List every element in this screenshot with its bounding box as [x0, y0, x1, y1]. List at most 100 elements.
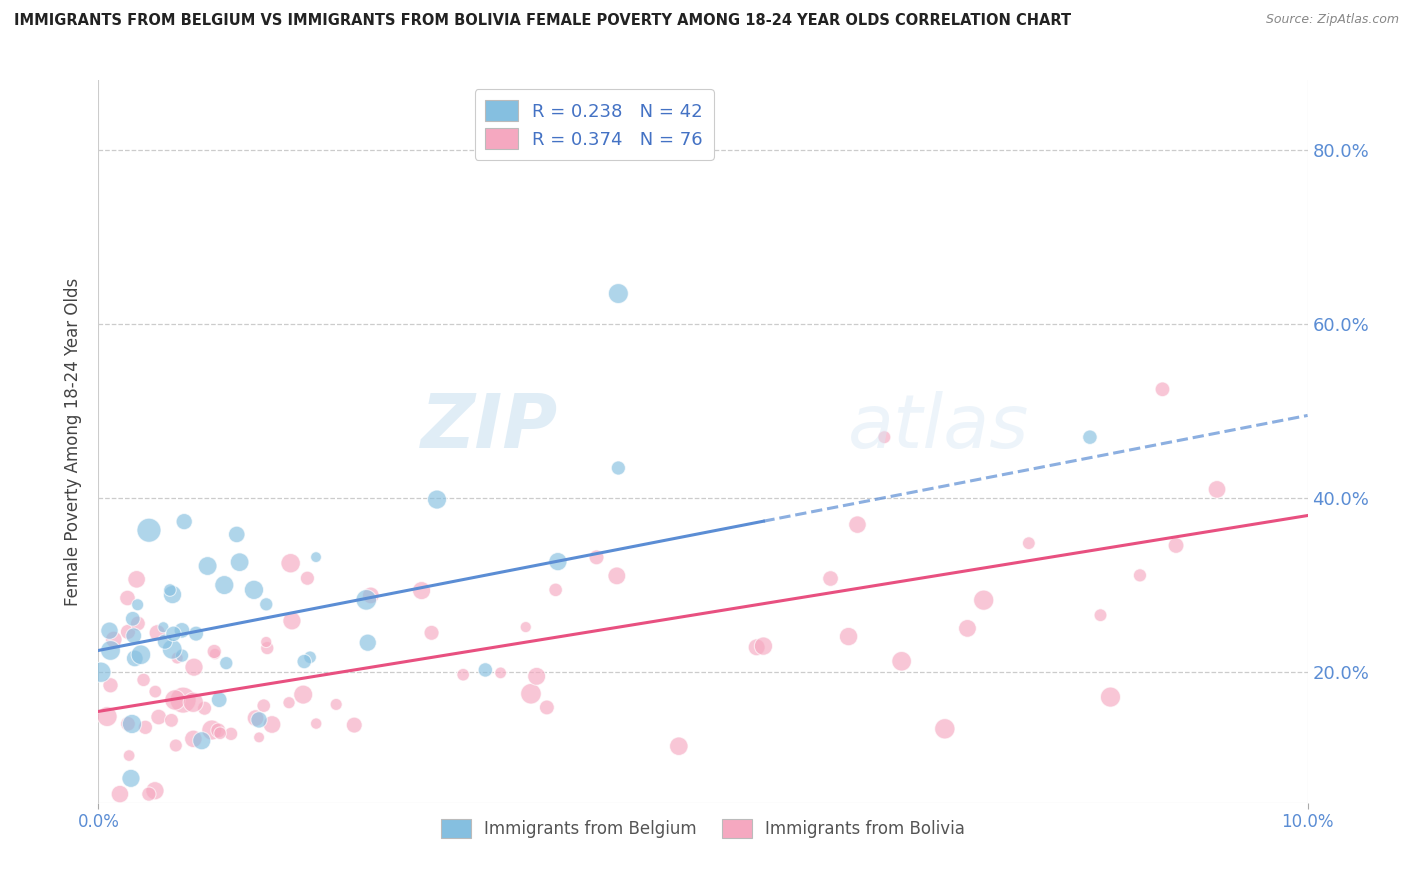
Point	[1078, 430, 1101, 444]
Point	[305, 716, 328, 731]
Point	[183, 731, 205, 746]
Point	[165, 739, 187, 753]
Point	[134, 720, 156, 734]
Point	[585, 550, 607, 565]
Point	[103, 632, 125, 647]
Point	[420, 625, 443, 640]
Point	[292, 688, 315, 702]
Point	[100, 678, 122, 692]
Point	[117, 716, 139, 731]
Point	[1206, 483, 1229, 497]
Point	[356, 592, 378, 607]
Point	[194, 701, 217, 715]
Point	[118, 748, 141, 763]
Point	[357, 636, 380, 650]
Point	[184, 626, 207, 640]
Point	[254, 635, 277, 649]
Point	[544, 582, 567, 597]
Point	[1129, 568, 1152, 582]
Point	[152, 620, 174, 634]
Point	[170, 648, 193, 663]
Point	[166, 651, 188, 665]
Point	[162, 627, 184, 641]
Point	[100, 643, 122, 657]
Point	[208, 692, 231, 706]
Point	[132, 673, 155, 687]
Point	[124, 651, 146, 665]
Point	[426, 492, 449, 507]
Point	[204, 647, 226, 661]
Legend: Immigrants from Belgium, Immigrants from Bolivia: Immigrants from Belgium, Immigrants from…	[434, 813, 972, 845]
Point	[247, 713, 270, 727]
Point	[117, 624, 139, 639]
Point	[138, 523, 160, 537]
Point	[325, 698, 347, 712]
Point	[526, 669, 548, 683]
Point	[108, 787, 131, 801]
Point	[98, 624, 121, 638]
Point	[214, 578, 236, 592]
Point	[121, 612, 143, 626]
Point	[201, 723, 224, 737]
Point	[207, 723, 229, 738]
Point	[173, 515, 195, 529]
Point	[146, 625, 169, 640]
Point	[260, 717, 283, 731]
Point	[256, 641, 278, 656]
Point	[890, 654, 912, 668]
Point	[160, 714, 183, 728]
Point	[160, 642, 183, 657]
Point	[1152, 382, 1174, 396]
Point	[451, 667, 474, 681]
Point	[225, 527, 247, 541]
Point	[117, 591, 139, 605]
Point	[96, 709, 118, 723]
Point	[202, 644, 225, 658]
Point	[143, 684, 166, 698]
Text: atlas: atlas	[848, 391, 1029, 463]
Point	[247, 731, 270, 745]
Point	[121, 717, 143, 731]
Point	[607, 461, 630, 475]
Point	[245, 711, 267, 725]
Text: ZIP: ZIP	[420, 391, 558, 464]
Point	[228, 555, 250, 569]
Point	[1164, 539, 1187, 553]
Point	[153, 634, 176, 648]
Point	[299, 650, 322, 665]
Point	[360, 589, 382, 603]
Point	[1099, 690, 1122, 704]
Point	[973, 593, 995, 607]
Point	[297, 571, 319, 585]
Point	[474, 663, 496, 677]
Point	[219, 727, 242, 741]
Point	[90, 665, 112, 680]
Point	[127, 616, 149, 631]
Point	[1018, 536, 1040, 550]
Point	[752, 639, 775, 653]
Point	[159, 582, 181, 597]
Text: Source: ZipAtlas.com: Source: ZipAtlas.com	[1265, 13, 1399, 27]
Point	[143, 783, 166, 797]
Point	[138, 787, 160, 801]
Point	[745, 640, 768, 655]
Point	[489, 665, 512, 680]
Point	[668, 739, 690, 754]
Point	[181, 695, 204, 709]
Point	[127, 598, 149, 612]
Point	[606, 569, 628, 583]
Point	[120, 772, 142, 786]
Point	[280, 556, 302, 570]
Point	[1090, 608, 1112, 623]
Point	[170, 624, 193, 638]
Point	[838, 630, 860, 644]
Point	[125, 572, 148, 586]
Point	[515, 620, 537, 634]
Point	[305, 550, 328, 565]
Point	[292, 655, 315, 669]
Point	[197, 559, 219, 574]
Point	[820, 572, 842, 586]
Point	[243, 582, 266, 597]
Point	[190, 733, 212, 747]
Point	[547, 555, 569, 569]
